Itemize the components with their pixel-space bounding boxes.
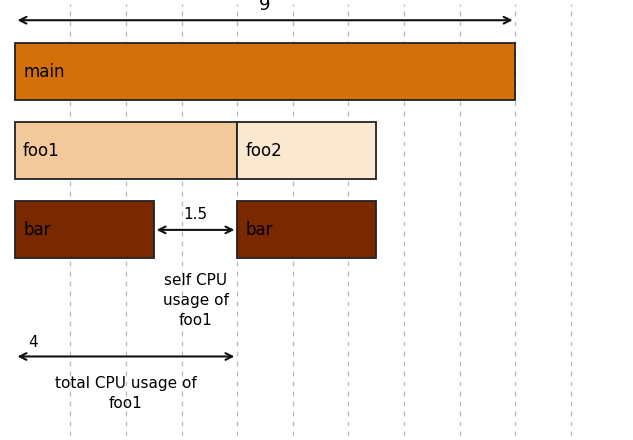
- Text: foo2: foo2: [246, 142, 282, 160]
- Bar: [15, 202, 154, 258]
- Bar: [237, 122, 376, 179]
- Text: 1.5: 1.5: [184, 207, 208, 222]
- Text: main: main: [23, 62, 65, 81]
- Text: total CPU usage of
foo1: total CPU usage of foo1: [55, 376, 197, 411]
- Text: bar: bar: [23, 221, 51, 239]
- Text: bar: bar: [246, 221, 273, 239]
- Text: 4: 4: [28, 335, 38, 350]
- Bar: [237, 202, 376, 258]
- Text: 9: 9: [260, 0, 271, 14]
- Bar: [15, 43, 515, 100]
- Text: foo1: foo1: [23, 142, 60, 160]
- Text: self CPU
usage of
foo1: self CPU usage of foo1: [163, 273, 229, 328]
- Bar: [15, 122, 237, 179]
